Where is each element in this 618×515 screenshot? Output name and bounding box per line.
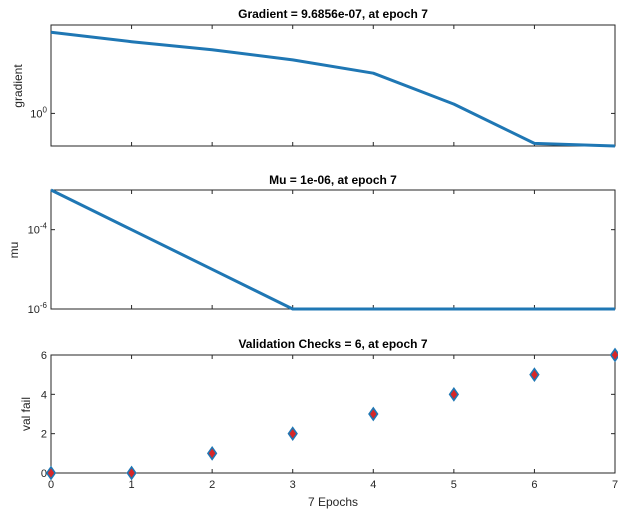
y-tick-label: 10-6 xyxy=(28,301,48,316)
mu-axes-box xyxy=(50,189,616,310)
y-tick-label: 10-4 xyxy=(28,222,48,237)
diamond-marker xyxy=(529,367,540,383)
x-tick-label: 3 xyxy=(290,479,296,491)
diamond-marker xyxy=(368,406,379,422)
mu-ylabel: mu xyxy=(7,242,21,259)
validation-axes-box xyxy=(50,354,616,474)
x-tick-label: 6 xyxy=(531,479,537,491)
y-tick-label: 4 xyxy=(41,389,47,401)
validation-title: Validation Checks = 6, at epoch 7 xyxy=(238,337,427,351)
diamond-marker xyxy=(45,465,57,481)
validation-ylabel: val fail xyxy=(19,397,33,431)
validation-series xyxy=(45,347,618,481)
mu-panel: Mu = 1e-06, at epoch 7 mu 10-4 10-6 xyxy=(7,173,616,316)
gradient-title: Gradient = 9.6856e-07, at epoch 7 xyxy=(238,7,428,21)
gradient-panel: Gradient = 9.6856e-07, at epoch 7 gradie… xyxy=(11,7,616,148)
diamond-marker xyxy=(126,465,137,481)
diamond-marker xyxy=(448,386,460,402)
validation-xlabel: 7 Epochs xyxy=(308,495,358,509)
gradient-xticks xyxy=(50,25,616,146)
x-tick-label: 0 xyxy=(48,479,54,491)
gradient-axes-box xyxy=(50,24,616,147)
x-tick-label: 4 xyxy=(370,479,376,491)
x-tick-label: 2 xyxy=(209,479,215,491)
mu-title: Mu = 1e-06, at epoch 7 xyxy=(269,173,397,187)
validation-panel: Validation Checks = 6, at epoch 7 val fa… xyxy=(19,337,618,509)
x-tick-label: 5 xyxy=(451,479,457,491)
x-tick-label: 7 xyxy=(612,479,618,491)
diamond-marker xyxy=(287,426,298,442)
diamond-marker xyxy=(206,445,218,461)
mu-series xyxy=(50,188,615,311)
y-tick-label: 0 xyxy=(41,468,47,480)
gradient-ylabel: gradient xyxy=(11,64,25,108)
series-line xyxy=(50,30,616,148)
series-line xyxy=(50,188,615,311)
x-tick-label: 1 xyxy=(129,479,135,491)
mu-yticks: 10-4 10-6 xyxy=(28,222,615,316)
y-tick-label: 6 xyxy=(41,350,47,362)
gradient-series xyxy=(50,30,616,148)
y-tick-label: 2 xyxy=(41,429,47,441)
gradient-yticks: 100 xyxy=(30,105,615,120)
y-tick-label: 100 xyxy=(30,105,47,120)
